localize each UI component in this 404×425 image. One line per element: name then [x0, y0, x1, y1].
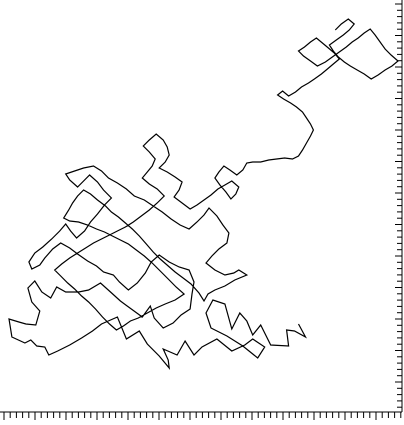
series-line-1 — [8, 18, 399, 370]
series-layer — [8, 18, 399, 370]
